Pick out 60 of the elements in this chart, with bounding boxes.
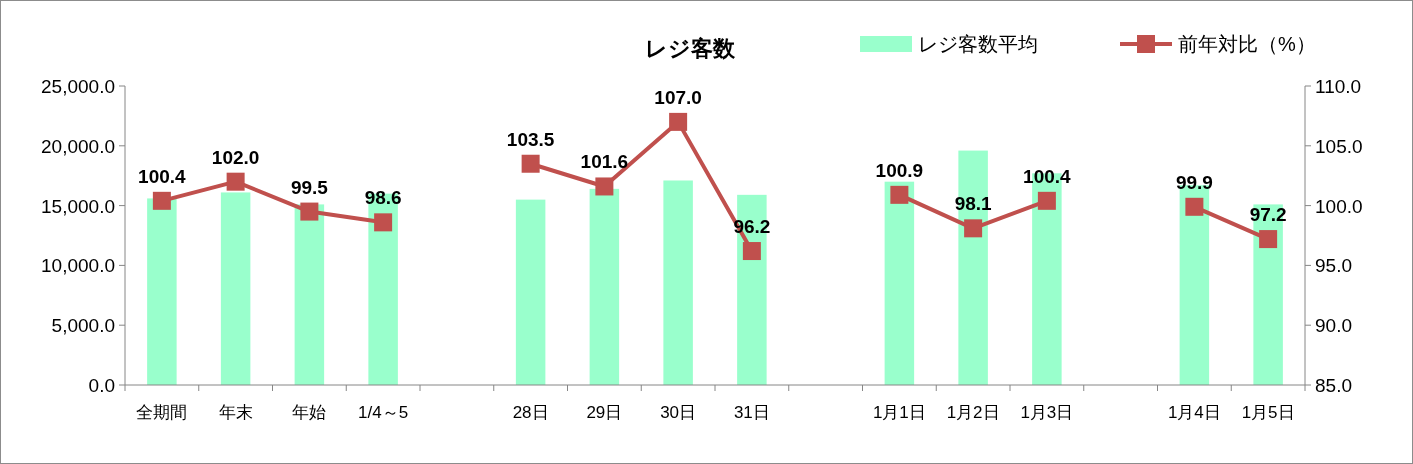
y-tick-label: 25,000.0 [41, 76, 115, 97]
point [226, 172, 245, 191]
point [300, 202, 319, 221]
x-tick-label: 1/4～5 [358, 403, 409, 422]
point [890, 185, 909, 204]
point [374, 213, 393, 232]
y-tick-label: 20,000.0 [41, 135, 115, 157]
y-tick-label: 15,000.0 [41, 195, 115, 217]
x-tick-label: 1月4日 [1167, 403, 1221, 422]
legend-label: 前年対比（%） [1178, 33, 1316, 55]
y2-tick-label: 85.0 [1315, 375, 1352, 396]
point [669, 112, 688, 131]
point [152, 191, 171, 210]
x-tick-label: 28日 [512, 403, 549, 422]
x-tick-label: 1月5日 [1241, 403, 1295, 422]
point [964, 219, 983, 238]
data-label: 102.0 [211, 146, 260, 168]
bar [589, 188, 620, 385]
y2-tick-label: 105.0 [1315, 135, 1363, 157]
x-tick-label: 31日 [733, 403, 770, 422]
x-tick-label: 年始 [292, 403, 327, 422]
x-tick-label: 全期間 [136, 403, 188, 422]
point [1037, 191, 1056, 210]
y2-tick-label: 110.0 [1315, 76, 1362, 97]
chart-title: レジ客数 [645, 36, 736, 61]
data-label: 100.4 [138, 165, 187, 187]
data-label: 98.6 [364, 187, 402, 209]
y-tick-label: 10,000.0 [41, 255, 115, 277]
data-label: 98.1 [954, 193, 993, 215]
data-label: 99.5 [290, 176, 329, 198]
data-label: 107.0 [654, 86, 702, 108]
x-tick-label: 年末 [218, 403, 253, 422]
y-tick-label: 0.0 [88, 375, 115, 396]
bar [220, 192, 251, 385]
bar [884, 181, 915, 385]
point [1185, 197, 1204, 216]
bar [663, 180, 693, 385]
bar [294, 204, 325, 385]
x-tick-label: 29日 [586, 403, 623, 422]
x-tick-label: 1月2日 [946, 403, 1000, 422]
data-label: 100.4 [1023, 165, 1072, 187]
legend-label: レジ客数平均 [918, 33, 1038, 55]
point [1259, 230, 1278, 249]
x-tick-label: 30日 [660, 403, 697, 422]
y2-tick-label: 100.0 [1315, 195, 1363, 217]
point [521, 154, 540, 173]
data-label: 99.9 [1175, 171, 1213, 193]
x-tick-label: 1月1日 [872, 403, 926, 422]
data-label: 97.2 [1249, 204, 1287, 226]
data-label: 101.6 [580, 151, 629, 173]
point [595, 177, 614, 196]
bar [147, 198, 177, 385]
y2-tick-label: 95.0 [1315, 255, 1352, 277]
data-label: 100.9 [875, 159, 924, 181]
point [742, 242, 761, 261]
y-tick-label: 5,000.0 [51, 315, 115, 337]
data-label: 103.5 [506, 128, 555, 150]
y2-tick-label: 90.0 [1315, 315, 1352, 337]
bar [515, 199, 546, 385]
x-tick-label: 1月3日 [1020, 403, 1074, 422]
